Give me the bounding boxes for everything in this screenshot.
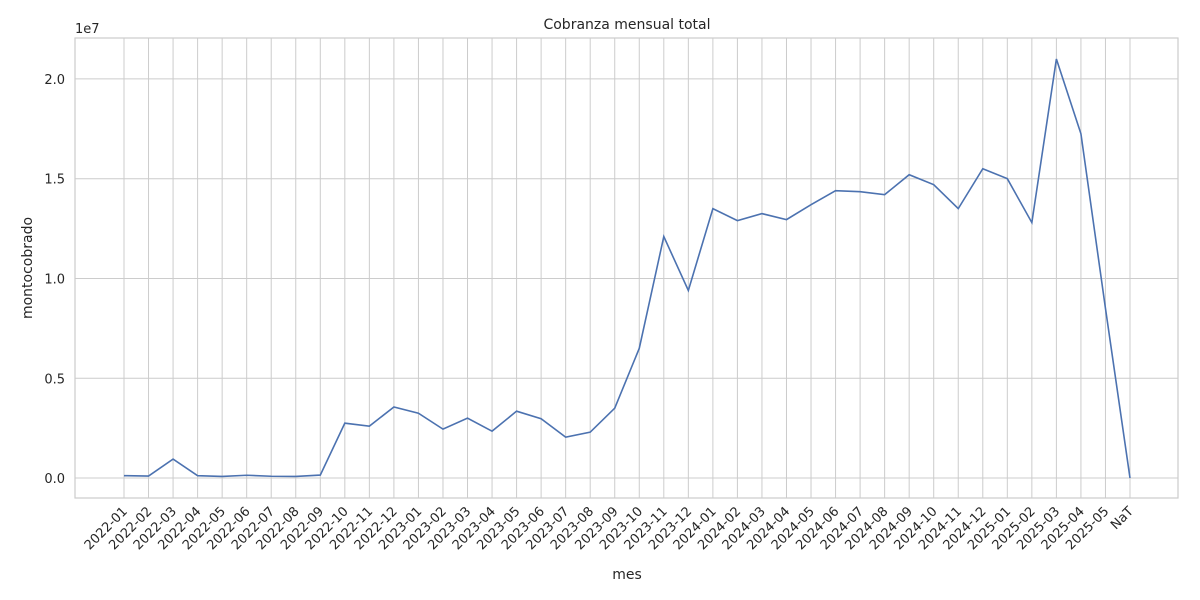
- y-tick-label: 0.0: [44, 472, 65, 487]
- y-tick-label: 1.0: [44, 272, 65, 287]
- plot-frame: [74, 37, 1179, 499]
- y-axis-label: montocobrado: [20, 217, 36, 319]
- x-axis-label: mes: [612, 567, 642, 583]
- y-offset-label: 1e7: [75, 22, 100, 37]
- chart-title: Cobranza mensual total: [543, 17, 710, 33]
- y-tick-label: 2.0: [44, 73, 65, 88]
- x-tick-label: NaT: [1108, 504, 1137, 533]
- y-tick-label: 1.5: [44, 173, 65, 188]
- data-line: [123, 58, 1131, 479]
- y-tick-label: 0.5: [44, 372, 65, 387]
